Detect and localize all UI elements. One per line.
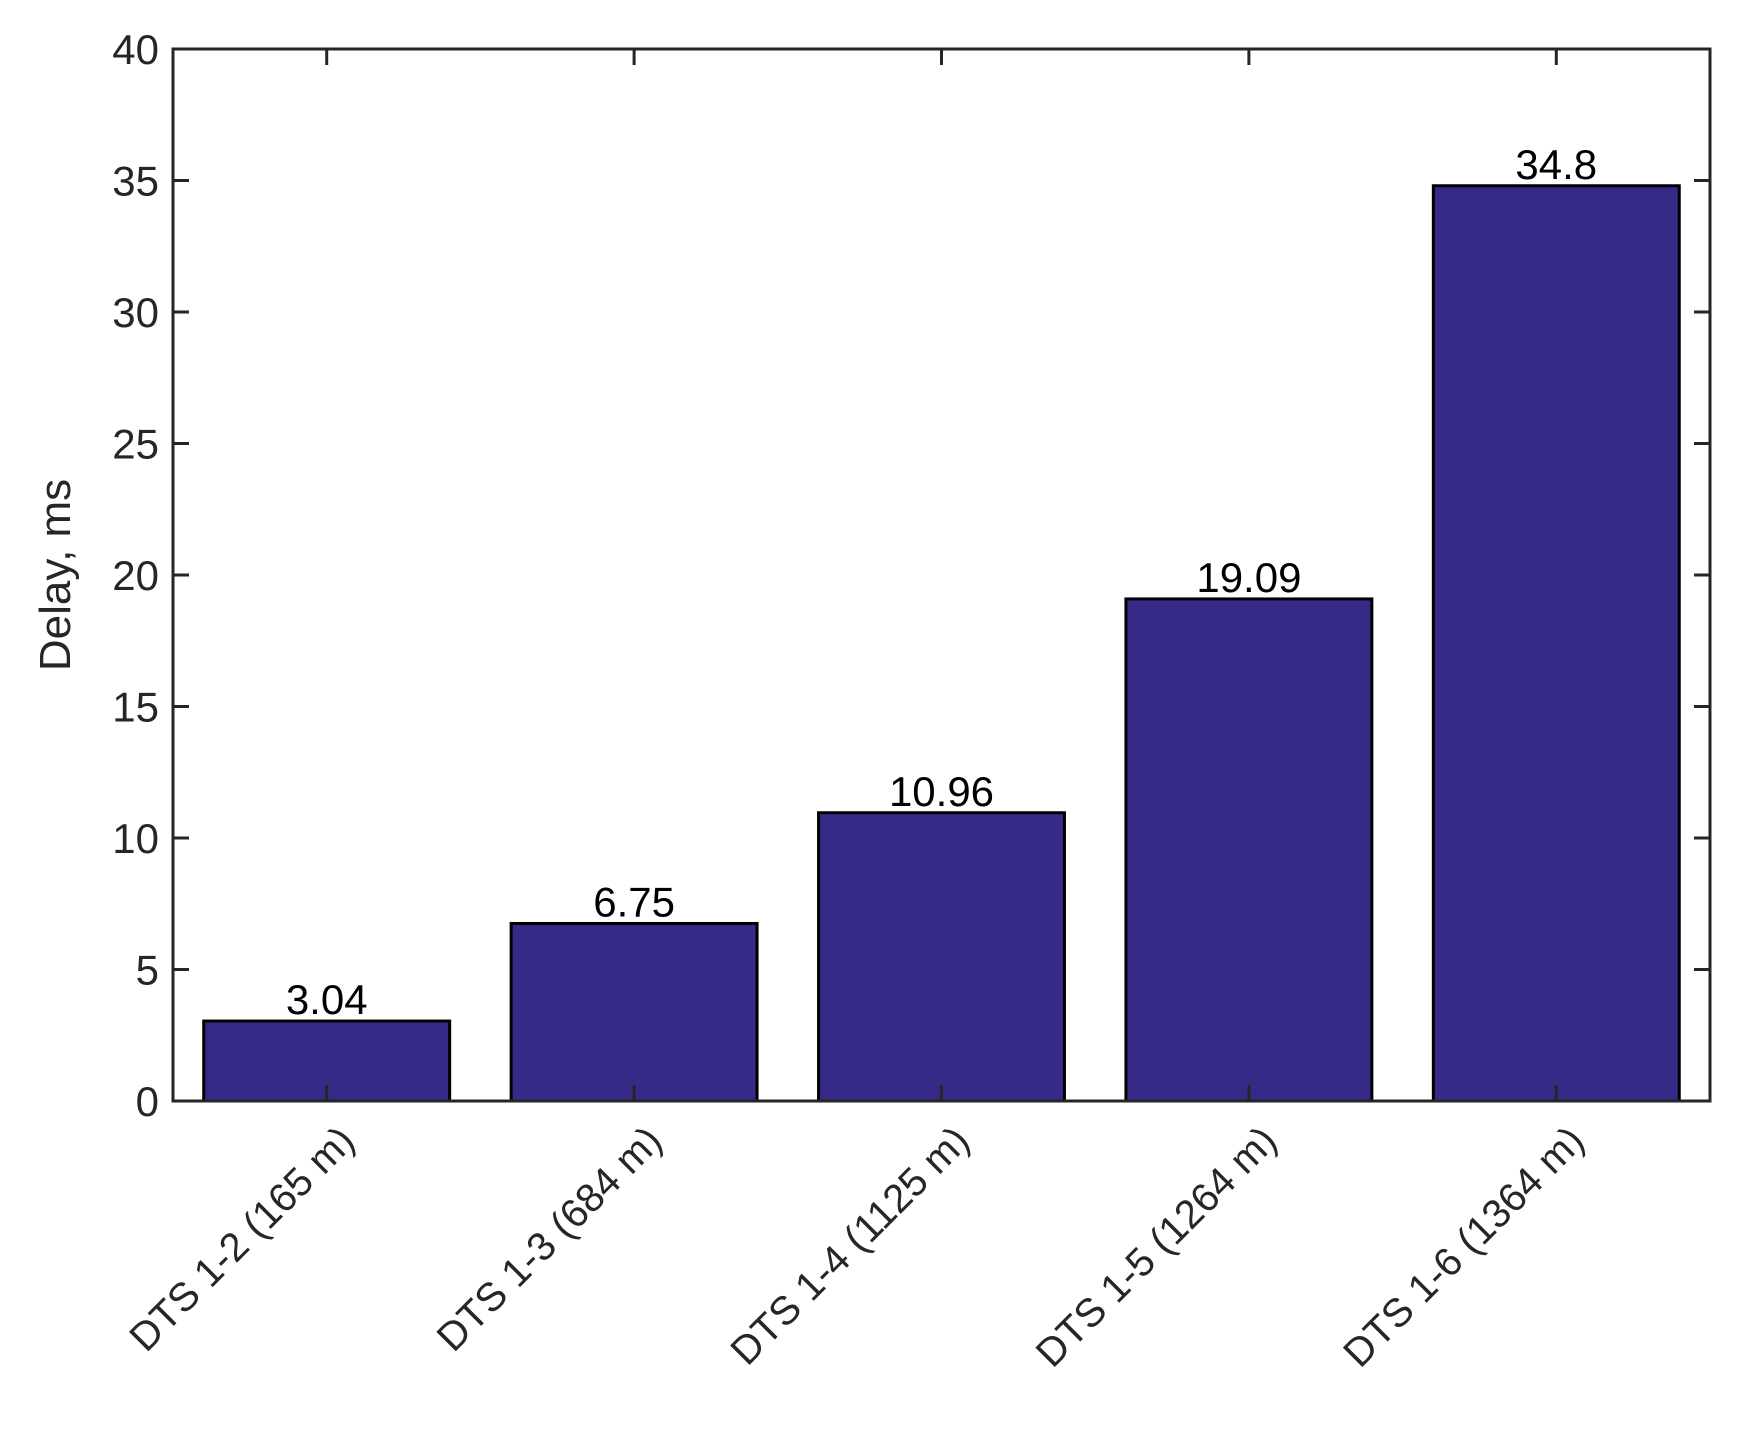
y-axis-tick-labels: 0 5 10 15 20 25 30 35 40 xyxy=(112,26,159,1125)
y-tick-label-2: 5 xyxy=(136,947,159,994)
bars-group xyxy=(202,184,1681,1103)
bar-2 xyxy=(509,921,759,1103)
bar-3 xyxy=(817,811,1066,1103)
y-tick-label-7: 30 xyxy=(112,289,159,336)
y-axis-ticks xyxy=(173,47,1710,1103)
bar-value-label-5: 34.8 xyxy=(1515,141,1597,188)
y-tick-label-4: 15 xyxy=(112,684,159,731)
bar-value-label-2: 6.75 xyxy=(593,878,675,925)
bar-value-label-1: 3.04 xyxy=(286,976,368,1023)
y-tick-label-6: 25 xyxy=(112,421,159,468)
x-axis-ticks xyxy=(325,49,1558,1101)
y-tick-label-9: 40 xyxy=(112,26,159,73)
y-tick-label-8: 35 xyxy=(112,158,159,205)
bar-value-label-3: 10.96 xyxy=(889,768,994,815)
bar-4 xyxy=(1124,597,1374,1103)
y-axis-label: Delay, ms xyxy=(31,479,80,671)
bar-5 xyxy=(1431,184,1681,1103)
y-tick-label-5: 20 xyxy=(112,552,159,599)
y-tick-label-3: 10 xyxy=(112,815,159,862)
y-tick-label-1: 0 xyxy=(136,1078,159,1125)
bar-value-label-4: 19.09 xyxy=(1196,554,1301,601)
bar-labels-group: 3.04 6.75 10.96 19.09 34.8 xyxy=(286,141,1597,1023)
